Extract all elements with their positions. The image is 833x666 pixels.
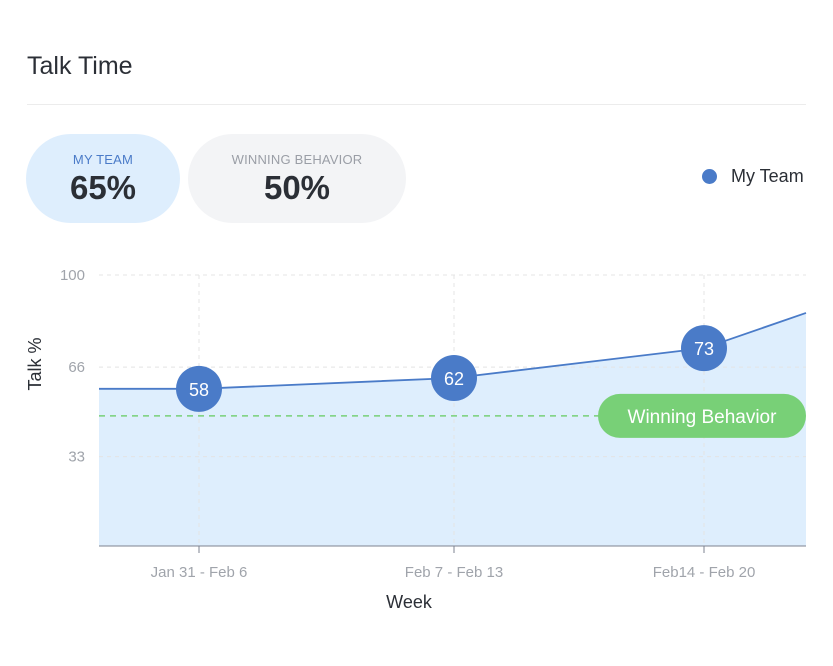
- y-tick-label: 100: [60, 267, 85, 284]
- x-axis-title: Week: [386, 592, 433, 612]
- data-point-marker: [431, 354, 477, 401]
- divider: [27, 104, 806, 105]
- winning-behavior-badge-label: Winning Behavior: [628, 407, 778, 428]
- page-title: Talk Time: [27, 52, 133, 80]
- y-tick-label: 33: [68, 449, 85, 466]
- data-point-marker: [681, 325, 727, 372]
- legend-dot-icon: [702, 169, 717, 184]
- legend: My Team: [702, 166, 804, 187]
- data-point-label: 73: [694, 339, 714, 359]
- data-point-marker: [176, 365, 222, 412]
- area-fill: [99, 312, 806, 546]
- x-tick-label: Feb14 - Feb 20: [653, 564, 756, 581]
- data-point-label: 58: [189, 380, 209, 400]
- x-tick-label: Feb 7 - Feb 13: [405, 564, 503, 581]
- winning-behavior-value: 50%: [263, 169, 331, 206]
- y-tick-label: 66: [68, 359, 85, 376]
- y-axis-title: Talk %: [25, 337, 45, 390]
- my-team-label: MY TEAM: [72, 152, 134, 167]
- winning-behavior-badge: [598, 393, 806, 438]
- my-team-summary: MY TEAM 65%: [26, 134, 180, 223]
- x-tick-label: Jan 31 - Feb 6: [151, 564, 248, 581]
- data-point-label: 62: [444, 369, 464, 389]
- winning-behavior-summary: WINNING BEHAVIOR 50%: [188, 134, 406, 223]
- legend-label: My Team: [731, 166, 804, 186]
- my-team-value: 65%: [69, 169, 137, 206]
- winning-behavior-label: WINNING BEHAVIOR: [231, 152, 363, 167]
